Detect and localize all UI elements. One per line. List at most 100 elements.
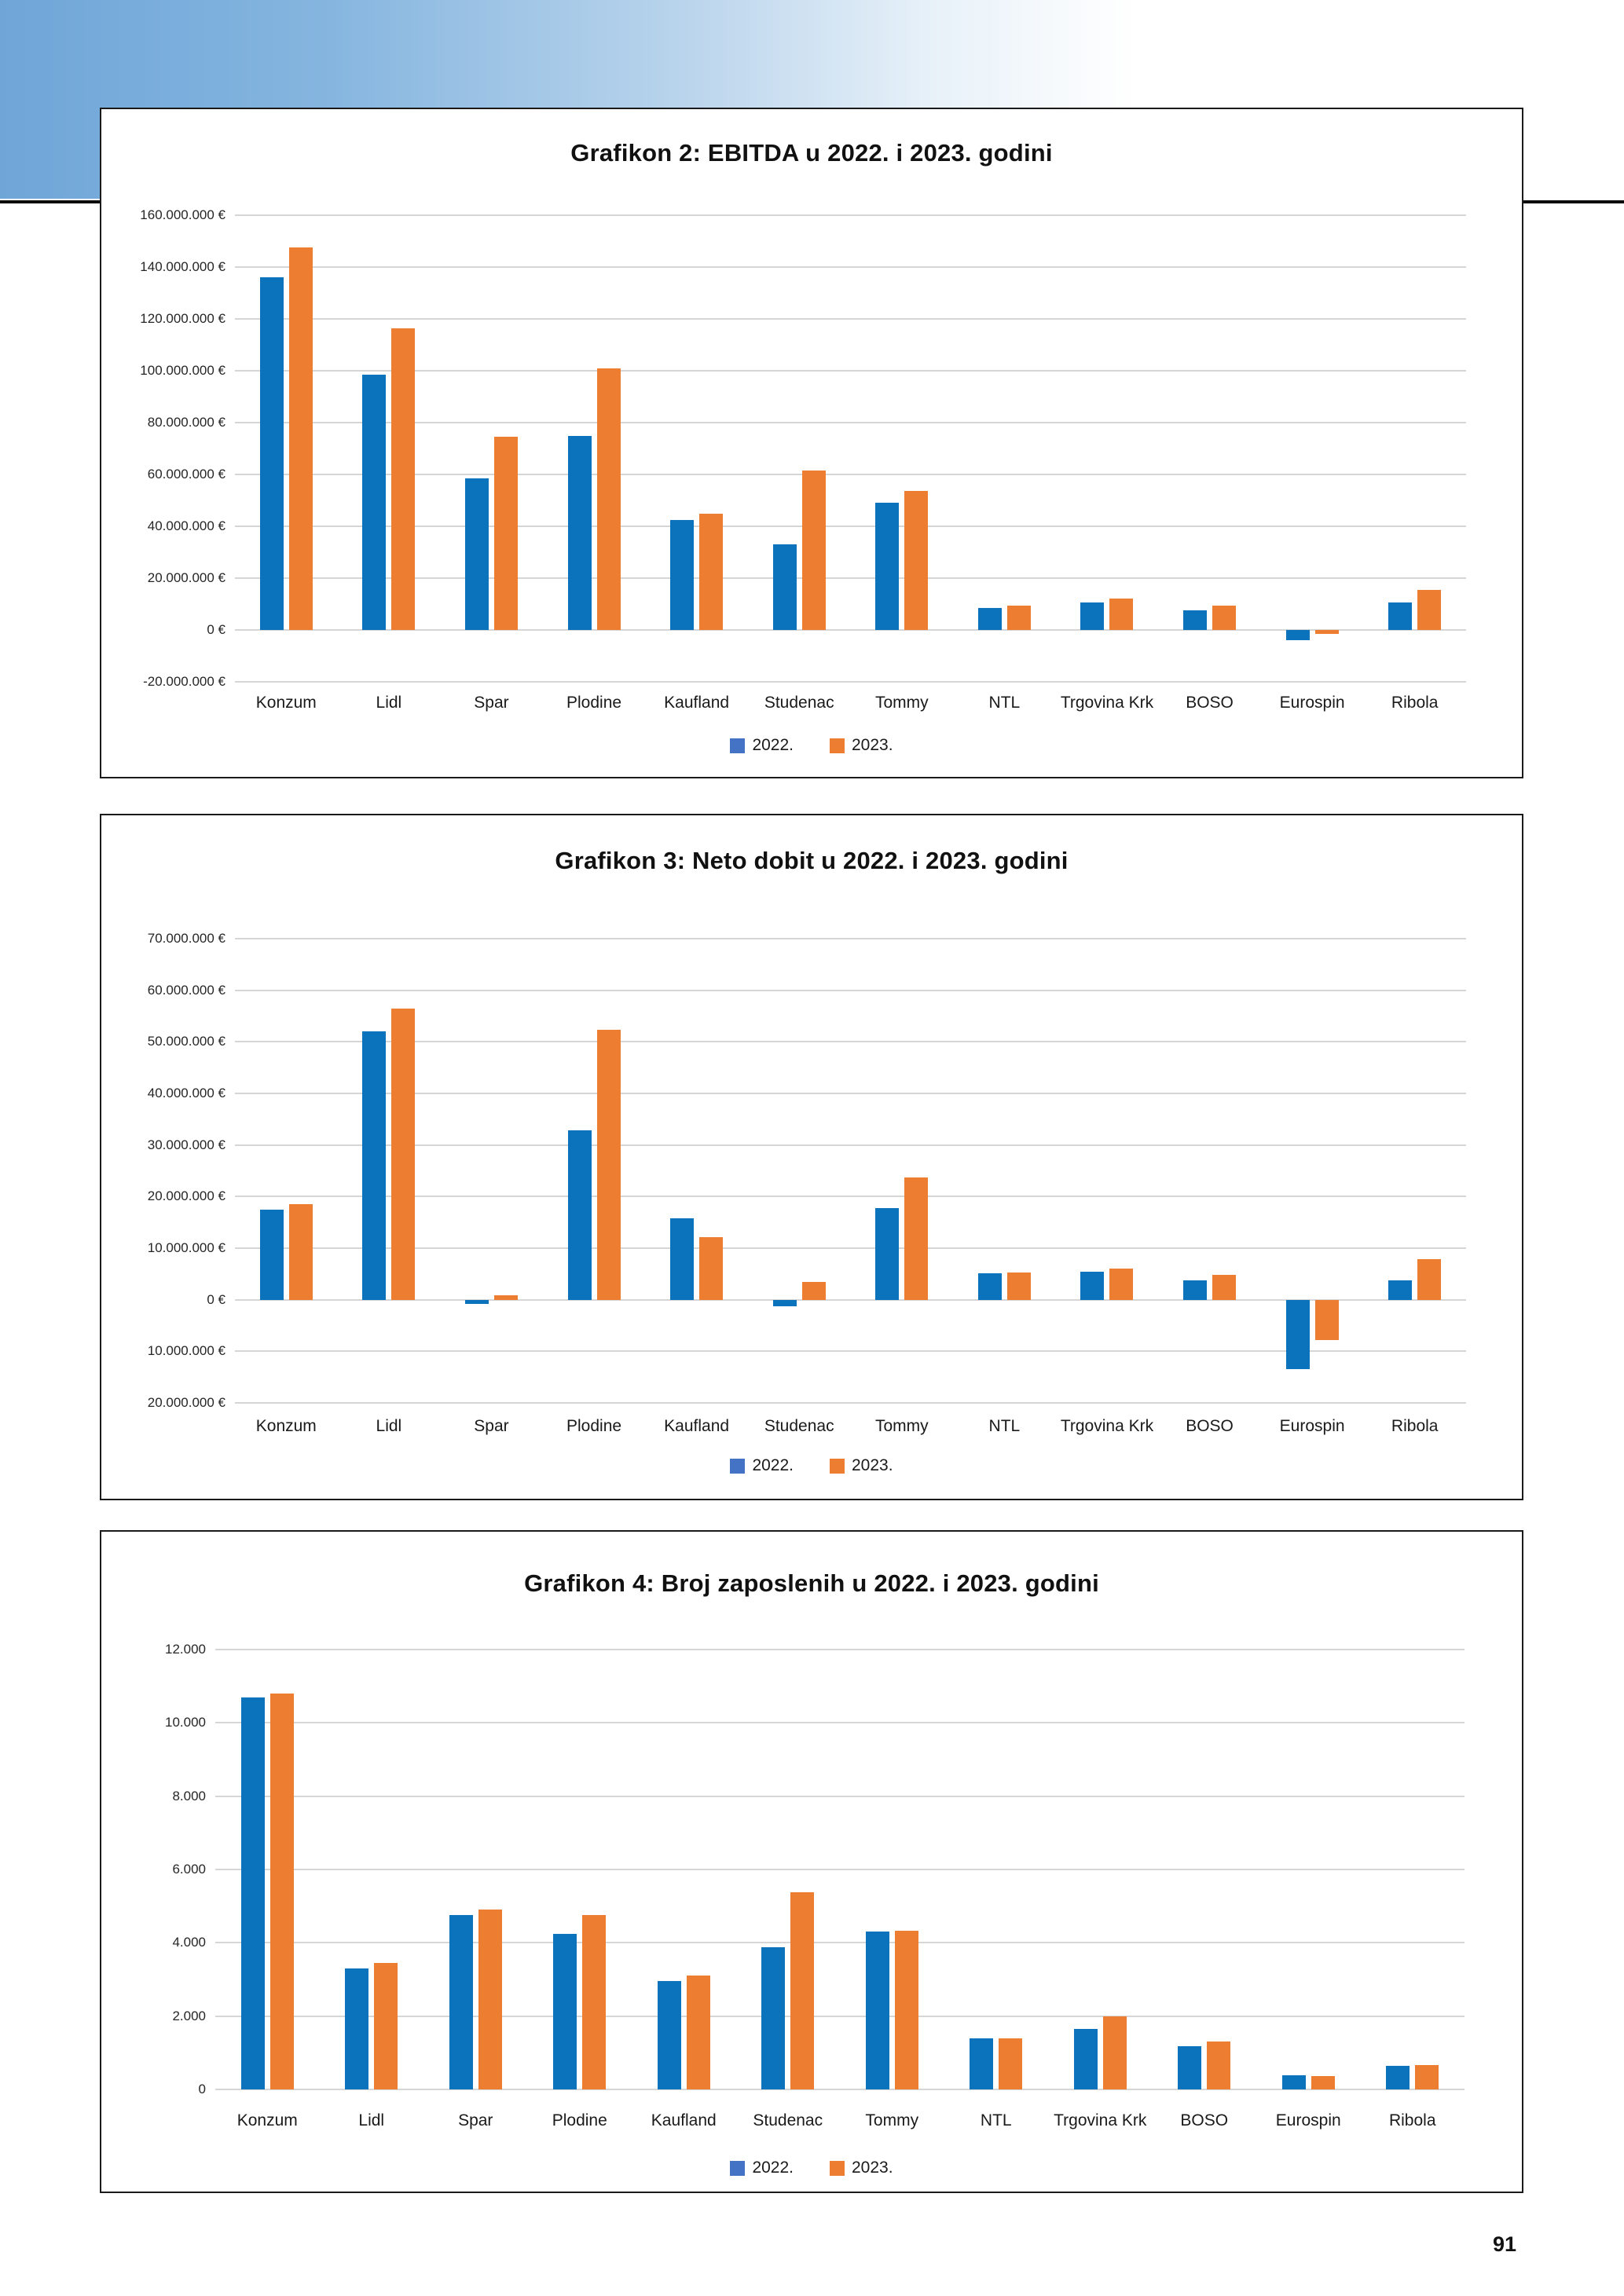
y-tick-label: 40.000.000 € bbox=[147, 518, 225, 533]
legend-label: 2022. bbox=[752, 736, 794, 754]
x-category-label: Ribola bbox=[1388, 2111, 1436, 2129]
y-tick-label: 20.000.000 € bbox=[147, 1395, 225, 1410]
gridline bbox=[235, 422, 1466, 423]
bar-2022--spar bbox=[464, 478, 489, 630]
gridline bbox=[235, 1093, 1466, 1094]
x-category-label: Kaufland bbox=[664, 694, 730, 712]
legend-swatch-icon bbox=[730, 2160, 746, 2176]
bar-2023--trgovina-krk bbox=[1102, 2016, 1127, 2089]
bar-2023--konzum bbox=[288, 1204, 313, 1300]
bar-2023--ntl bbox=[999, 2038, 1023, 2089]
x-category-label: Plodine bbox=[566, 1417, 622, 1435]
gridline bbox=[215, 1869, 1465, 1870]
gridline bbox=[235, 938, 1466, 939]
legend-entry-2022-: 2022. bbox=[730, 736, 794, 755]
bar-2023--plodine bbox=[582, 1915, 607, 2089]
legend-entry-2023-: 2023. bbox=[830, 2159, 893, 2177]
chart-panel-ebitda: Grafikon 2: EBITDA u 2022. i 2023. godin… bbox=[100, 108, 1523, 778]
x-category-label: Spar bbox=[474, 694, 509, 712]
legend-label: 2023. bbox=[852, 1456, 893, 1474]
y-tick-label: 60.000.000 € bbox=[147, 982, 225, 998]
x-category-label: Plodine bbox=[552, 2111, 607, 2129]
legend-entry-2022-: 2022. bbox=[730, 2159, 794, 2177]
bar-2022--studenac bbox=[772, 544, 797, 630]
gridline bbox=[235, 989, 1466, 991]
gridline bbox=[215, 1942, 1465, 1944]
bar-2022--plodine bbox=[567, 1130, 592, 1300]
legend-entry-2023-: 2023. bbox=[830, 736, 893, 755]
y-tick-label: 0 bbox=[198, 2082, 206, 2096]
bar-2023--eurospin bbox=[1314, 630, 1339, 634]
bar-2023--boso bbox=[1212, 1275, 1237, 1300]
bar-2023--plodine bbox=[596, 1030, 621, 1300]
bar-2022--trgovina-krk bbox=[1080, 1271, 1105, 1300]
bar-2022--trgovina-krk bbox=[1080, 602, 1105, 630]
bar-2022--plodine bbox=[567, 435, 592, 630]
legend-swatch-icon bbox=[830, 738, 845, 753]
legend-entry-2022-: 2022. bbox=[730, 1456, 794, 1475]
gridline bbox=[235, 474, 1466, 475]
x-category-label: NTL bbox=[980, 2111, 1012, 2129]
bar-2022--ribola bbox=[1388, 1280, 1413, 1300]
bar-2023--eurospin bbox=[1311, 2075, 1335, 2089]
y-tick-label: 12.000 bbox=[165, 1642, 206, 1657]
y-tick-label: 120.000.000 € bbox=[140, 311, 225, 326]
x-category-label: Ribola bbox=[1391, 694, 1439, 712]
bar-2023--spar bbox=[493, 1295, 518, 1300]
gridline bbox=[215, 2015, 1465, 2017]
x-category-label: Lidl bbox=[376, 694, 402, 712]
gridline bbox=[215, 1649, 1465, 1650]
x-category-label: Eurospin bbox=[1275, 2111, 1341, 2129]
bar-2023--trgovina-krk bbox=[1109, 1269, 1134, 1300]
legend-entry-2023-: 2023. bbox=[830, 1456, 893, 1475]
x-category-label: Plodine bbox=[566, 694, 622, 712]
y-tick-label: 8.000 bbox=[172, 1788, 206, 1803]
y-tick-label: 4.000 bbox=[172, 1935, 206, 1950]
bar-2023--ribola bbox=[1417, 589, 1442, 630]
bar-2023--konzum bbox=[288, 247, 313, 630]
bar-2023--konzum bbox=[269, 1694, 294, 2089]
legend-swatch-icon bbox=[730, 738, 746, 753]
x-category-label: Studenac bbox=[764, 694, 834, 712]
legend-label: 2022. bbox=[752, 2159, 794, 2177]
x-category-label: Kaufland bbox=[651, 2111, 717, 2129]
legend-label: 2023. bbox=[852, 2159, 893, 2177]
y-tick-label: 20.000.000 € bbox=[147, 1188, 225, 1204]
y-tick-label: 0 € bbox=[207, 1291, 225, 1307]
y-tick-label: 80.000.000 € bbox=[147, 415, 225, 430]
bar-2023--ntl bbox=[1006, 605, 1031, 630]
bar-2023--boso bbox=[1207, 2041, 1231, 2089]
legend-label: 2023. bbox=[852, 736, 893, 754]
bar-2023--ribola bbox=[1415, 2065, 1439, 2089]
chart-legend: 2022. 2023. bbox=[101, 2159, 1522, 2177]
y-tick-label: 6.000 bbox=[172, 1862, 206, 1877]
bar-2022--boso bbox=[1178, 2045, 1202, 2089]
bar-2022--konzum bbox=[240, 1697, 265, 2089]
y-tick-label: 10.000.000 € bbox=[147, 1240, 225, 1255]
y-tick-label: 10.000.000 € bbox=[147, 1343, 225, 1359]
x-category-label: Spar bbox=[458, 2111, 493, 2129]
bar-2023--eurospin bbox=[1314, 1299, 1339, 1340]
x-category-label: NTL bbox=[988, 1417, 1021, 1435]
bar-2022--trgovina-krk bbox=[1073, 2029, 1098, 2089]
gridline bbox=[235, 370, 1466, 372]
chart-title: Grafikon 2: EBITDA u 2022. i 2023. godin… bbox=[570, 139, 1053, 167]
x-category-label: NTL bbox=[988, 694, 1021, 712]
y-tick-label: 160.000.000 € bbox=[140, 207, 225, 222]
bar-2023--studenac bbox=[801, 471, 826, 630]
gridline bbox=[235, 1144, 1466, 1146]
bar-2022--studenac bbox=[761, 1947, 786, 2089]
x-category-label: Konzum bbox=[236, 2111, 298, 2129]
bar-2022--spar bbox=[449, 1915, 473, 2089]
y-tick-label: 60.000.000 € bbox=[147, 467, 225, 482]
legend-label: 2022. bbox=[752, 1456, 794, 1474]
x-category-label: Trgovina Krk bbox=[1054, 2111, 1147, 2129]
x-category-label: Tommy bbox=[874, 694, 929, 712]
bar-2022--ribola bbox=[1386, 2066, 1410, 2089]
y-tick-label: 30.000.000 € bbox=[147, 1137, 225, 1152]
x-category-label: BOSO bbox=[1186, 1417, 1234, 1435]
bar-2022--spar bbox=[464, 1299, 489, 1304]
bar-2022--lidl bbox=[362, 1031, 387, 1300]
y-tick-label: 40.000.000 € bbox=[147, 1086, 225, 1100]
